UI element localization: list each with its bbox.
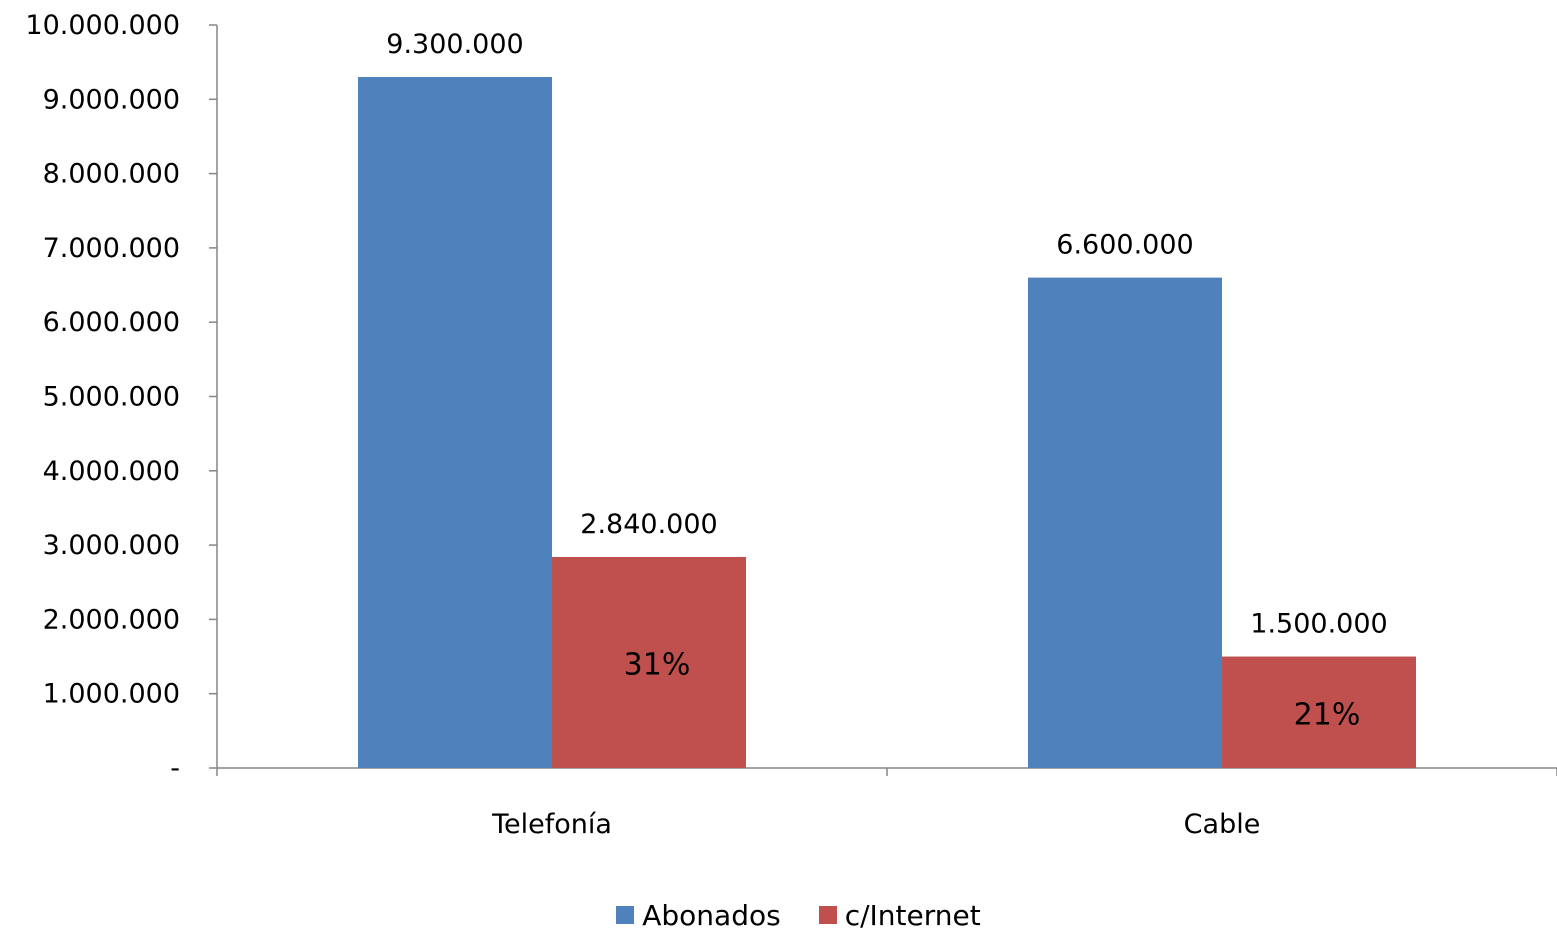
data-labels: 9.300.000 2.840.000 31% 6.600.000 1.500.000 2… (386, 29, 1387, 732)
legend-item-c-internet: c/Internet (818, 898, 981, 932)
legend-swatch-c-internet (818, 906, 837, 924)
y-tick-label: 2.000.000 (43, 604, 180, 635)
bar-c-internet (1222, 656, 1416, 768)
bar-c-internet (552, 556, 746, 768)
bar-abonados (358, 77, 552, 768)
y-tick-label: 1.000.000 (43, 679, 180, 710)
y-tick-label: 3.000.000 (43, 530, 180, 561)
y-tick-label: 6.000.000 (43, 307, 180, 338)
data-label: 2.840.000 (580, 509, 717, 540)
legend-label-abonados: Abonados (642, 898, 781, 932)
bar-abonados (1028, 277, 1222, 768)
bars (358, 77, 1416, 768)
y-tick-label: 4.000.000 (43, 456, 180, 487)
data-label: 6.600.000 (1056, 230, 1193, 261)
data-label: 1.500.000 (1250, 609, 1387, 640)
data-label: 9.300.000 (386, 29, 523, 60)
legend-swatch-abonados (616, 906, 635, 924)
x-axis: Telefonía Cable (216, 767, 1557, 840)
y-tick-label: 8.000.000 (43, 159, 180, 190)
y-axis: - 1.000.000 2.000.000 3.000.000 4.000.000 5.0… (25, 10, 218, 784)
x-tick-label: Telefonía (491, 809, 612, 840)
y-tick-label: 7.000.000 (43, 233, 180, 264)
inner-percent-label: 21% (1294, 697, 1361, 732)
y-tick-label: - (170, 753, 180, 784)
x-tick-label: Cable (1184, 809, 1261, 840)
legend: Abonados c/Internet (0, 895, 1557, 935)
y-tick-label: 5.000.000 (43, 382, 180, 413)
legend-label-c-internet: c/Internet (844, 898, 981, 932)
y-tick-label: 9.000.000 (43, 84, 180, 115)
legend-item-abonados: Abonados (616, 898, 781, 932)
inner-percent-label: 31% (624, 647, 691, 682)
y-tick-label: 10.000.000 (25, 10, 180, 41)
